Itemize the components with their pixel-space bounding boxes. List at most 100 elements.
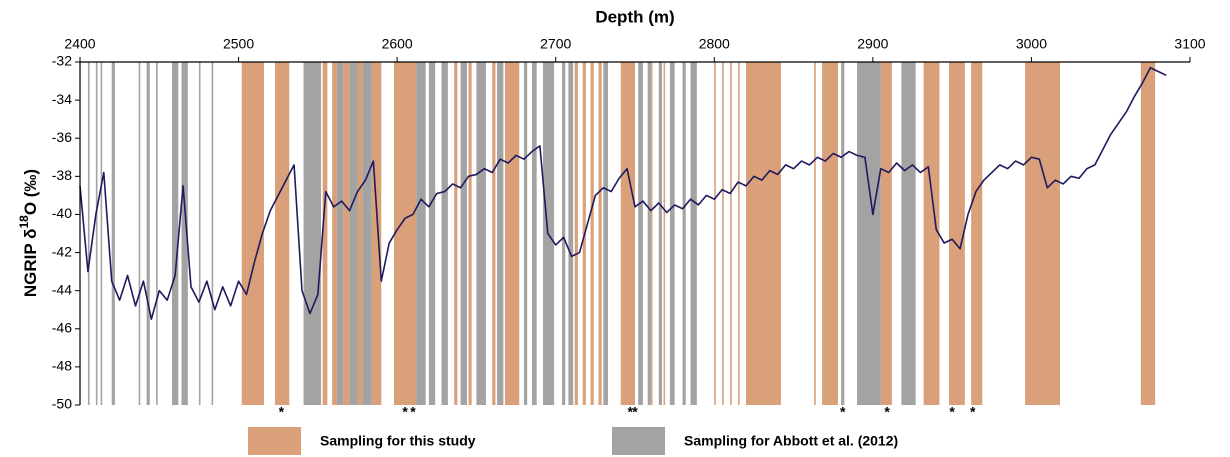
- x-tick-label: 2400: [64, 36, 95, 52]
- y-tick-label: -44: [52, 281, 72, 297]
- sampling-band: [738, 62, 740, 405]
- legend-swatch: [248, 427, 301, 455]
- legend-label: Sampling for Abbott et al. (2012): [684, 433, 898, 449]
- y-title-main: NGRIP δ: [21, 229, 40, 298]
- sampling-band: [181, 62, 188, 405]
- sampling-band: [171, 62, 179, 405]
- sampling-band: [880, 62, 892, 405]
- asterisk: *: [628, 404, 634, 420]
- sampling-band: [603, 62, 609, 405]
- x-axis-title: Depth (m): [595, 7, 674, 26]
- sampling-band: [322, 62, 328, 405]
- sampling-band: [343, 62, 350, 405]
- sampling-band: [531, 62, 537, 405]
- sampling-band: [95, 62, 98, 405]
- sampling-band: [682, 62, 686, 405]
- sampling-band: [468, 62, 472, 405]
- sampling-band: [590, 62, 594, 405]
- sampling-band: [714, 62, 716, 405]
- legend-swatch: [612, 427, 665, 455]
- sampling-band: [722, 62, 724, 405]
- y-tick-label: -46: [52, 319, 72, 335]
- sampling-band: [650, 62, 653, 405]
- sampling-band: [620, 62, 635, 405]
- sampling-band: [362, 62, 372, 405]
- sampling-band: [111, 62, 115, 405]
- sampling-band: [441, 62, 448, 405]
- y-tick-label: -32: [52, 53, 72, 69]
- x-tick-label: 2800: [699, 36, 730, 52]
- sampling-band: [638, 62, 643, 405]
- asterisk: *: [410, 404, 416, 420]
- sampling-band: [336, 62, 344, 405]
- asterisk: *: [402, 404, 408, 420]
- sampling-band: [568, 62, 574, 405]
- x-tick-label: 2500: [223, 36, 254, 52]
- sampling-band: [857, 62, 881, 405]
- sampling-band: [663, 62, 666, 405]
- sampling-band: [156, 62, 158, 405]
- y-tick-label: -40: [52, 205, 72, 221]
- y-tick-label: -42: [52, 243, 72, 259]
- sampling-band: [460, 62, 467, 405]
- sampling-band: [87, 62, 90, 405]
- sampling-band: [923, 62, 940, 405]
- sampling-band: [971, 62, 983, 405]
- y-title-end: O (‰): [21, 169, 40, 215]
- x-tick-label: 2900: [857, 36, 888, 52]
- asterisk: *: [632, 404, 638, 420]
- x-tick-label: 2600: [382, 36, 413, 52]
- y-tick-label: -38: [52, 167, 72, 183]
- sampling-band: [454, 62, 458, 405]
- sampling-band: [690, 62, 697, 405]
- sampling-band: [1140, 62, 1156, 405]
- sampling-band: [841, 62, 845, 405]
- x-tick-label: 3000: [1016, 36, 1047, 52]
- sampling-band: [138, 62, 141, 405]
- sampling-band: [492, 62, 496, 405]
- y-tick-label: -34: [52, 91, 72, 107]
- asterisk: *: [884, 404, 890, 420]
- sampling-band: [497, 62, 504, 405]
- x-tick-label: 3100: [1174, 36, 1205, 52]
- sampling-band: [814, 62, 816, 405]
- sampling-band: [746, 62, 781, 405]
- sampling-band: [524, 62, 528, 405]
- y-tick-label: -48: [52, 358, 72, 374]
- asterisk: *: [840, 404, 846, 420]
- sampling-band: [211, 62, 214, 405]
- sampling-band: [357, 62, 363, 405]
- sampling-band: [146, 62, 150, 405]
- sampling-band: [562, 62, 566, 405]
- sampling-band: [504, 62, 520, 405]
- sampling-band: [1025, 62, 1060, 405]
- sampling-band: [476, 62, 486, 405]
- asterisk: *: [949, 404, 955, 420]
- sampling-band: [349, 62, 358, 405]
- sampling-band: [658, 62, 662, 405]
- y-tick-label: -36: [52, 129, 72, 145]
- sampling-band: [647, 62, 651, 405]
- y-tick-label: -50: [52, 396, 72, 412]
- asterisk: *: [279, 404, 285, 420]
- y-title-sup: 18: [17, 215, 31, 229]
- sampling-band: [574, 62, 578, 405]
- sampling-band: [100, 62, 103, 405]
- sampling-band: [303, 62, 322, 405]
- sampling-band: [416, 62, 426, 405]
- sampling-band: [275, 62, 290, 405]
- sampling-band: [241, 62, 264, 405]
- sampling-band: [198, 62, 201, 405]
- sampling-band: [332, 62, 337, 405]
- asterisk: *: [970, 404, 976, 420]
- sampling-band: [598, 62, 602, 405]
- sampling-band: [428, 62, 436, 405]
- x-tick-label: 2700: [540, 36, 571, 52]
- sampling-band: [730, 62, 732, 405]
- sampling-band: [371, 62, 382, 405]
- isotope-line: [79, 66, 1167, 321]
- legend-label: Sampling for this study: [320, 433, 476, 449]
- sampling-band: [393, 62, 417, 405]
- sampling-band: [901, 62, 916, 405]
- sampling-band: [822, 62, 838, 405]
